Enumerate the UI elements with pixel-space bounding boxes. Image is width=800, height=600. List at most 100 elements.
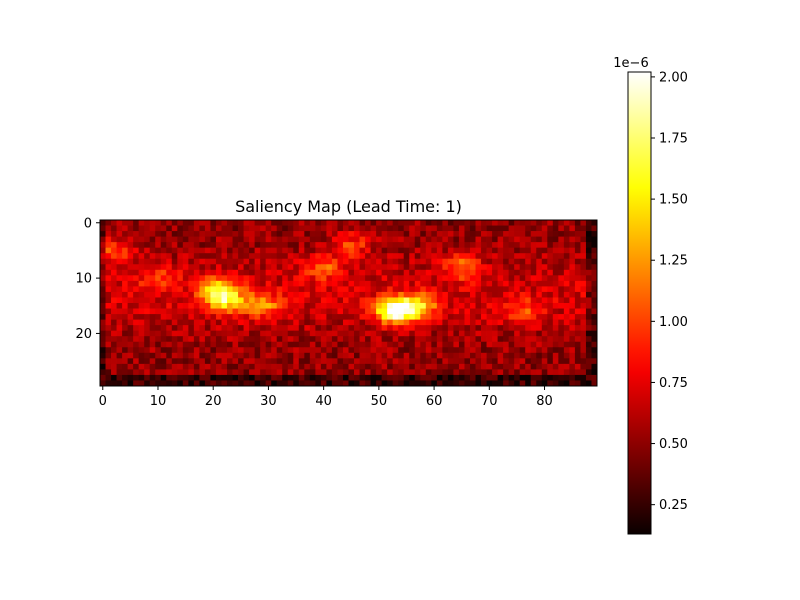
heatmap-cell <box>293 336 300 343</box>
heatmap-cell <box>254 253 261 260</box>
heatmap-cell <box>348 325 355 332</box>
heatmap-cell <box>403 269 410 276</box>
heatmap-cell <box>260 303 267 309</box>
heatmap-cell <box>436 242 443 249</box>
heatmap-cell <box>442 325 449 332</box>
heatmap-cell <box>365 374 371 381</box>
heatmap-cell <box>580 314 587 320</box>
heatmap-cell <box>569 297 576 304</box>
heatmap-cell <box>591 347 598 354</box>
heatmap-cell <box>155 253 162 260</box>
heatmap-cell <box>558 374 565 381</box>
heatmap-cell <box>514 297 521 304</box>
heatmap-cell <box>210 264 217 271</box>
heatmap-cell <box>497 374 504 381</box>
heatmap-cell <box>265 264 272 271</box>
heatmap-cell <box>326 275 333 282</box>
heatmap-cell <box>492 258 498 265</box>
heatmap-cell <box>254 225 261 232</box>
heatmap-cell <box>221 319 228 326</box>
heatmap-cell <box>105 303 112 309</box>
heatmap-cell <box>436 291 443 298</box>
heatmap-cell <box>309 247 316 254</box>
heatmap-cell <box>331 258 338 265</box>
heatmap-cell <box>497 380 504 387</box>
heatmap-cell <box>215 231 222 237</box>
heatmap-cell <box>552 341 559 348</box>
heatmap-cell <box>342 231 349 237</box>
x-tick-label: 20 <box>205 394 222 409</box>
heatmap-cell <box>425 308 432 315</box>
heatmap-cell <box>563 314 570 320</box>
heatmap-cell <box>359 258 366 265</box>
heatmap-cell <box>436 231 443 237</box>
heatmap-cell <box>144 380 151 387</box>
heatmap-cell <box>271 341 278 348</box>
heatmap-cell <box>508 374 515 381</box>
heatmap-cell <box>254 358 261 365</box>
heatmap-cell <box>100 242 106 249</box>
heatmap-cell <box>271 319 278 326</box>
heatmap-cell <box>221 380 228 387</box>
heatmap-cell <box>403 258 410 265</box>
heatmap-cell <box>447 291 454 298</box>
heatmap-cell <box>447 308 454 315</box>
heatmap-cell <box>232 330 239 337</box>
heatmap-cell <box>260 380 267 387</box>
heatmap-cell <box>381 297 388 304</box>
heatmap-cell <box>436 352 443 359</box>
heatmap-cell <box>315 369 322 376</box>
heatmap-cell <box>111 363 117 370</box>
heatmap-cell <box>486 286 493 293</box>
heatmap-cell <box>171 291 178 298</box>
heatmap-cell <box>392 269 399 276</box>
heatmap-cell <box>558 308 565 315</box>
heatmap-cell <box>387 269 394 276</box>
colorbar-tick-label: 1.00 <box>659 315 688 330</box>
heatmap-cell <box>469 314 476 320</box>
heatmap-cell <box>171 225 178 232</box>
heatmap-cell <box>260 225 267 232</box>
heatmap-cell <box>249 225 256 232</box>
heatmap-cell <box>436 319 443 326</box>
y-tick-label: 20 <box>75 327 92 342</box>
heatmap-cell <box>166 330 173 337</box>
heatmap-cell <box>436 286 443 293</box>
heatmap-cell <box>503 253 510 260</box>
heatmap-cell <box>530 325 537 332</box>
heatmap-cell <box>514 280 521 287</box>
heatmap-cell <box>298 231 305 237</box>
heatmap-cell <box>558 352 565 359</box>
heatmap-cell <box>503 380 510 387</box>
heatmap-cell <box>193 369 200 376</box>
heatmap-cell <box>171 247 178 254</box>
heatmap-cell <box>166 258 173 265</box>
heatmap-cell <box>359 264 366 271</box>
heatmap-cell <box>265 380 272 387</box>
heatmap-cell <box>475 269 482 276</box>
heatmap-cell <box>271 275 278 282</box>
heatmap-cell <box>387 363 394 370</box>
heatmap-cell <box>475 336 482 343</box>
heatmap-cell <box>464 330 471 337</box>
heatmap-cell <box>337 280 344 287</box>
heatmap-cell <box>177 297 184 304</box>
heatmap-cell <box>580 336 587 343</box>
heatmap-cell <box>138 330 145 337</box>
heatmap-cell <box>497 280 504 287</box>
heatmap-cell <box>133 253 140 260</box>
heatmap-cell <box>105 319 112 326</box>
heatmap-cell <box>271 253 278 260</box>
heatmap-cell <box>420 280 427 287</box>
heatmap-cell <box>298 308 305 315</box>
heatmap-cell <box>425 225 432 232</box>
heatmap-cell <box>398 236 405 243</box>
heatmap-cell <box>354 297 360 304</box>
heatmap-cell <box>442 280 449 287</box>
heatmap-cell <box>530 380 537 387</box>
heatmap-cell <box>431 308 438 315</box>
heatmap-cell <box>309 275 316 282</box>
heatmap-cell <box>177 380 184 387</box>
heatmap-cell <box>541 358 548 365</box>
heatmap-cell <box>116 236 123 243</box>
